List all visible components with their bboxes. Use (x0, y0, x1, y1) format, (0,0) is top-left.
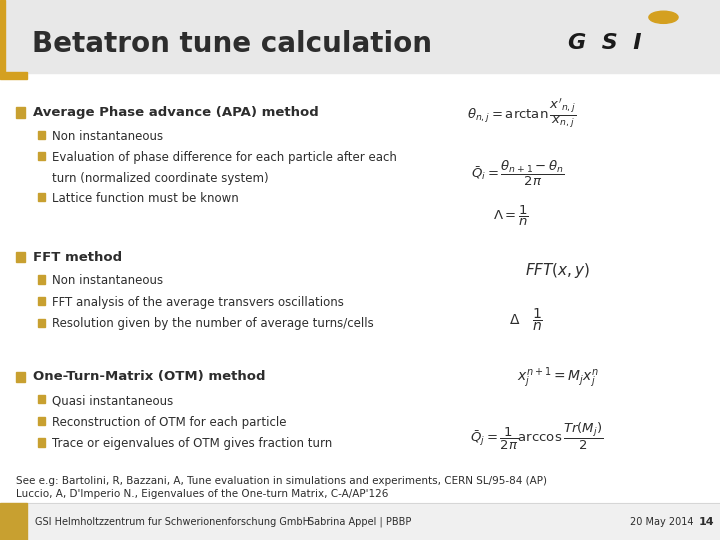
Text: Non instantaneous: Non instantaneous (52, 274, 163, 287)
Text: 20 May 2014: 20 May 2014 (630, 517, 693, 526)
Bar (38, 319, 45, 327)
Text: Luccio, A, D'Imperio N., Eigenvalues of the One-turn Matrix, C-A/AP'126: Luccio, A, D'Imperio N., Eigenvalues of … (16, 489, 388, 499)
Bar (16, 252, 25, 262)
Text: $FFT(x,y)$: $FFT(x,y)$ (526, 260, 590, 280)
Bar (38, 275, 45, 284)
Text: Evaluation of phase difference for each particle after each: Evaluation of phase difference for each … (52, 151, 397, 164)
Bar (38, 193, 45, 201)
Text: $x_j^{n+1} = M_j x_j^n$: $x_j^{n+1} = M_j x_j^n$ (517, 366, 599, 390)
Text: Quasi instantaneous: Quasi instantaneous (52, 394, 173, 407)
Text: GSI Helmholtzzentrum fur Schwerionenforschung GmbH: GSI Helmholtzzentrum fur Schwerionenfors… (35, 517, 310, 526)
Text: Average Phase advance (APA) method: Average Phase advance (APA) method (33, 106, 319, 119)
Text: Sabrina Appel | PBBP: Sabrina Appel | PBBP (308, 516, 412, 527)
Text: FFT analysis of the average transvers oscillations: FFT analysis of the average transvers os… (52, 296, 343, 309)
Text: turn (normalized coordinate system): turn (normalized coordinate system) (52, 172, 269, 185)
Text: Non instantaneous: Non instantaneous (52, 130, 163, 143)
Text: Trace or eigenvalues of OTM gives fraction turn: Trace or eigenvalues of OTM gives fracti… (52, 437, 332, 450)
Bar (38, 152, 45, 160)
Bar (0, 72, 27, 79)
Circle shape (649, 11, 678, 23)
Bar (38, 131, 45, 139)
Text: $\Lambda = \dfrac{1}{n}$: $\Lambda = \dfrac{1}{n}$ (493, 204, 529, 228)
Bar (38, 417, 45, 425)
Bar (16, 107, 25, 118)
Text: FFT method: FFT method (33, 251, 122, 264)
Text: Resolution given by the number of average turns/cells: Resolution given by the number of averag… (52, 318, 374, 330)
Text: Betatron tune calculation: Betatron tune calculation (32, 30, 433, 58)
Text: 14: 14 (698, 517, 714, 526)
Text: One-Turn-Matrix (OTM) method: One-Turn-Matrix (OTM) method (33, 370, 266, 383)
Bar (0, 503, 27, 540)
Text: $\bar{Q}_j = \dfrac{1}{2\pi}\arccos\dfrac{Tr(M_j)}{2}$: $\bar{Q}_j = \dfrac{1}{2\pi}\arccos\dfra… (469, 421, 603, 452)
Bar (0, 503, 720, 540)
Text: $\Delta \quad \dfrac{1}{n}$: $\Delta \quad \dfrac{1}{n}$ (509, 307, 542, 333)
Bar (0, 0, 720, 73)
Text: See e.g: Bartolini, R, Bazzani, A, Tune evaluation in simulations and experiment: See e.g: Bartolini, R, Bazzani, A, Tune … (16, 476, 547, 487)
Text: $\theta_{n,j} = \arctan\dfrac{x'_{n,j}}{x_{n,j}}$: $\theta_{n,j} = \arctan\dfrac{x'_{n,j}}{… (467, 97, 577, 130)
Text: Lattice function must be known: Lattice function must be known (52, 192, 238, 205)
Bar (0, 0, 5, 73)
Bar (38, 438, 45, 447)
Bar (38, 395, 45, 403)
Bar (16, 372, 25, 382)
Bar (38, 297, 45, 305)
Text: $\bar{Q}_i = \dfrac{\theta_{n+1}-\theta_n}{2\pi}$: $\bar{Q}_i = \dfrac{\theta_{n+1}-\theta_… (472, 159, 565, 188)
Text: Reconstruction of OTM for each particle: Reconstruction of OTM for each particle (52, 416, 287, 429)
Text: G  S  I: G S I (568, 33, 642, 53)
